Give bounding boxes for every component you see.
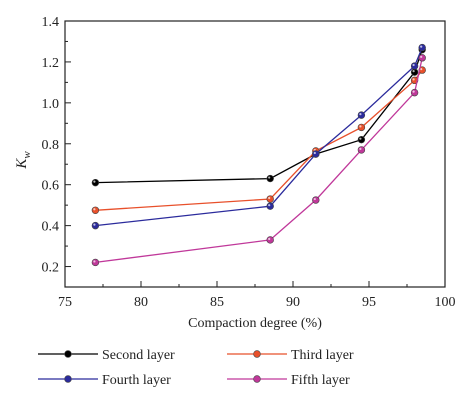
data-point (410, 88, 419, 97)
y-axis-title: Kw (14, 151, 33, 170)
y-axis-title-main: K (14, 158, 30, 170)
data-point-highlight (268, 237, 271, 241)
data-point-highlight (420, 45, 423, 48)
data-point-highlight (359, 147, 362, 151)
data-point-highlight (313, 151, 316, 155)
series-third-layer (91, 66, 426, 214)
data-point (418, 43, 426, 52)
x-axis-title: Compaction degree (%) (188, 316, 322, 331)
data-point (91, 258, 100, 267)
x-tick-label: 90 (286, 295, 300, 310)
legend-swatch-marker (253, 350, 261, 358)
y-tick-label: 1.4 (42, 15, 60, 30)
data-point (91, 221, 100, 230)
data-point (410, 62, 419, 70)
legend-label: Second layer (102, 348, 175, 363)
data-point (91, 178, 100, 187)
legend-item-second-layer: Second layer (38, 348, 175, 363)
data-point (357, 123, 366, 132)
data-point-highlight (412, 78, 415, 81)
y-tick-label: 1.0 (42, 97, 60, 112)
data-point-highlight (412, 63, 415, 67)
y-tick-label: 0.4 (42, 220, 60, 235)
data-point-highlight (93, 180, 96, 183)
data-point (266, 195, 274, 203)
data-point-highlight (359, 125, 362, 128)
data-point (410, 68, 419, 76)
data-point-highlight (93, 208, 96, 211)
data-point-highlight (412, 90, 415, 93)
x-tick-label: 80 (134, 295, 148, 310)
axes: 75 80 85 90 95 100 0.2 0.4 0.6 0.8 1.0 1.2 1.4 Compac… (14, 15, 456, 331)
data-point (357, 111, 366, 119)
data-point (312, 150, 320, 158)
y-tick-label: 0.6 (42, 179, 60, 194)
legend: Second layer Third layer Fourth layer Fifth… (38, 348, 354, 388)
data-point-highlight (359, 113, 362, 116)
data-point-highlight (93, 223, 96, 226)
y-tick-label: 1.2 (42, 56, 60, 71)
data-point (357, 135, 366, 144)
series-line (95, 57, 423, 264)
data-point (357, 146, 366, 154)
plot-frame (64, 20, 446, 288)
legend-item-third-layer: Third layer (227, 348, 354, 363)
series-line (95, 69, 423, 211)
series-second-layer (91, 45, 426, 187)
legend-swatch-marker (64, 350, 72, 358)
data-point (91, 206, 100, 214)
data-point-highlight (420, 55, 423, 58)
series-fourth-layer (91, 43, 426, 230)
x-tick-label: 100 (435, 295, 456, 310)
data-point-highlight (359, 137, 362, 140)
series-fifth-layer (91, 54, 426, 267)
data-point (266, 236, 274, 244)
data-point-highlight (268, 196, 271, 200)
legend-item-fourth-layer: Fourth layer (38, 373, 171, 388)
legend-label: Fourth layer (102, 373, 171, 388)
data-point (266, 202, 274, 210)
y-tick-label: 0.2 (42, 261, 60, 276)
legend-swatch-marker (64, 375, 72, 383)
series-group (91, 43, 426, 267)
legend-swatch-marker (253, 375, 261, 383)
legend-label: Third layer (291, 348, 354, 363)
x-tick-label: 85 (210, 295, 224, 310)
series-line (95, 49, 423, 184)
data-point-highlight (268, 204, 271, 207)
y-axis-title-subscript: w (21, 151, 33, 159)
data-point-highlight (93, 260, 96, 263)
data-point-highlight (420, 68, 423, 71)
data-point-highlight (313, 197, 316, 201)
y-tick-label: 0.8 (42, 138, 60, 153)
data-point (418, 54, 426, 62)
data-point (266, 174, 274, 183)
x-tick-label: 75 (58, 295, 72, 310)
data-point (312, 196, 320, 204)
data-point-highlight (268, 176, 271, 179)
x-tick-label: 95 (362, 295, 376, 310)
legend-label: Fifth layer (291, 373, 350, 388)
data-point-highlight (412, 70, 415, 73)
legend-item-fifth-layer: Fifth layer (227, 373, 350, 388)
